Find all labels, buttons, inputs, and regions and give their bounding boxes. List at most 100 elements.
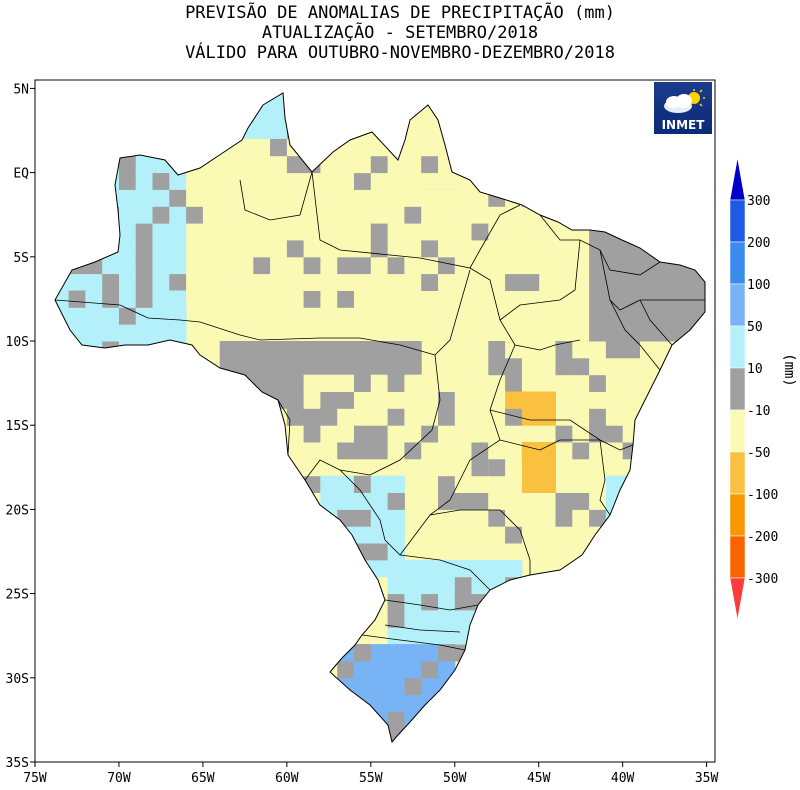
grid-cell [370,559,389,578]
grid-cell [354,492,372,510]
grid-cell [370,172,389,190]
grid-cell [320,273,338,291]
grid-cell [202,240,221,258]
grid-cell [236,273,254,291]
grid-cell [589,509,607,527]
grid-cell [572,509,590,527]
grid-cell [253,122,271,140]
grid-cell [572,492,590,510]
grid-cell [589,391,607,409]
grid-cell [169,256,187,275]
grid-cell [605,408,624,426]
grid-cell [555,391,573,409]
grid-cell [354,172,372,190]
grid-cell [286,341,305,359]
grid-cell [253,357,271,376]
legend-label: -100 [747,488,778,503]
grid-cell [505,509,523,527]
grid-cell [354,256,372,275]
grid-cell [572,475,590,493]
grid-cell [521,374,540,392]
lat-tick-label: 35S [6,756,29,771]
grid-cell [404,408,422,426]
grid-cell [438,559,456,578]
grid-cell [202,256,221,275]
grid-cell [488,509,506,527]
grid-cell [387,576,405,595]
grid-cell [421,189,439,207]
grid-cell [387,458,405,477]
grid-cell [119,256,137,275]
grid-cell [354,341,372,359]
grid-cell [639,324,657,342]
grid-cell [438,661,456,679]
legend-label: 300 [747,194,770,209]
grid-cell [320,256,338,275]
grid-cell [370,273,389,291]
grid-cell [421,206,439,224]
grid-cell [85,307,103,325]
grid-cell [270,155,288,174]
grid-cell [538,374,556,392]
grid-cell [370,509,389,527]
grid-cell [421,273,439,291]
grid-cell [186,172,204,190]
grid-cell [286,240,305,258]
grid-cell [387,492,405,510]
grid-cell [488,425,506,443]
grid-cell [521,492,540,510]
legend-label: -200 [747,530,778,545]
grid-cell [337,492,355,510]
grid-cell [387,593,405,611]
grid-cell [438,610,456,628]
grid-cell [622,324,640,342]
grid-cell [438,644,456,662]
grid-cell [404,223,422,241]
grid-cell [404,610,422,628]
grid-cell [286,290,305,308]
grid-cell [320,442,338,460]
grid-cell [656,290,674,308]
grid-cell [303,442,321,460]
grid-cell [471,374,489,392]
grid-cell [454,458,473,477]
grid-cell [236,341,254,359]
grid-cell [605,374,624,392]
grid-cell [320,341,338,359]
grid-cell [538,526,556,544]
grid-cell [169,273,187,291]
grid-cell [589,475,607,493]
grid-cell [404,644,422,662]
grid-cell [337,425,355,443]
grid-cell [505,458,523,477]
grid-cell [471,391,489,409]
grid-cell [622,290,640,308]
grid-cell [421,240,439,258]
grid-cell [119,290,137,308]
grid-cell [253,155,271,174]
grid-cell [370,374,389,392]
lat-tick-label: 15S [6,419,29,434]
grid-cell [605,273,624,291]
grid-cell [471,442,489,460]
grid-cell [337,155,355,174]
grid-cell [354,273,372,291]
grid-cell [589,357,607,376]
grid-cell [320,290,338,308]
grid-cell [135,172,153,190]
map-subtitle-valid: VÁLIDO PARA OUTUBRO-NOVEMBRO-DEZEMBRO/20… [185,43,615,63]
grid-cell [320,425,338,443]
grid-cell [119,273,137,291]
legend-swatch [729,493,746,537]
grid-cell [303,223,321,241]
grid-cell [454,189,473,207]
grid-cell [354,138,372,157]
grid-cell [471,458,489,477]
grid-cell [639,256,657,275]
legend-swatch [729,325,746,369]
grid-cell [303,341,321,359]
grid-cell [270,122,288,140]
grid-cell [370,240,389,258]
grid-cell [320,240,338,258]
